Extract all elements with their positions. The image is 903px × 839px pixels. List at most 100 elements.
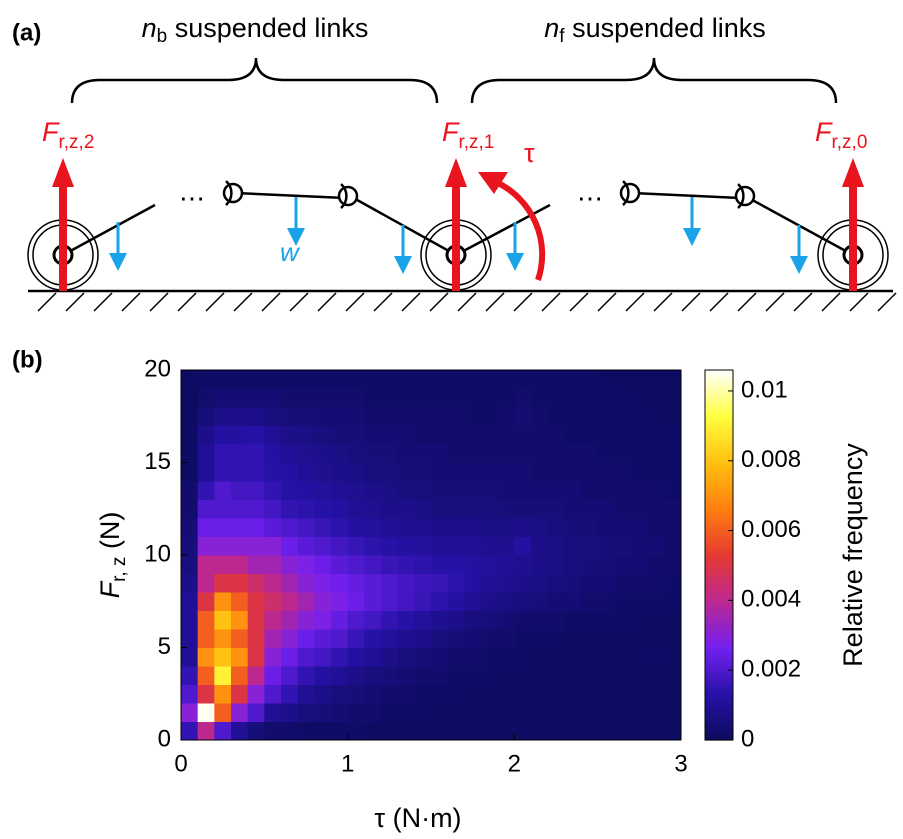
heatmap-cell [181,370,199,389]
heatmap-cell [281,684,299,704]
heatmap-cell [247,610,265,630]
heatmap-cell [481,721,499,741]
heatmap-cell [314,647,332,667]
heatmap-cell [614,703,632,722]
heatmap-cell [481,388,499,408]
hatch-line [177,292,197,312]
heatmap-cell [547,721,565,741]
heatmap-cell [431,481,449,500]
heatmap-cell [297,444,315,463]
heatmap-cell [614,684,632,704]
heatmap-cell [397,703,415,722]
heatmap-cell [231,481,249,500]
colorbar-step [705,465,733,470]
heatmap-cell [247,555,265,574]
heatmap-cell [297,684,315,704]
colorbar-step [705,521,733,525]
heatmap-cell [564,536,582,556]
heatmap-cell [381,425,399,445]
heatmap-cell [664,666,682,685]
heatmap-cell [414,536,432,556]
heatmap-cell [581,592,599,611]
colorbar-step [705,496,733,501]
heatmap-cell [547,370,565,389]
heatmap-cell [664,425,682,445]
y-tick-label: 15 [144,448,171,475]
heatmap-cell [597,610,615,630]
heatmap-cell [331,555,349,574]
heatmap-cell [531,536,549,556]
heatmap-cell [381,703,399,722]
heatmap-cell [464,370,482,389]
heatmap-cell [631,610,649,630]
heatmap-cell [497,647,515,667]
hatch-line [513,292,533,312]
heatmap-cell [514,666,532,685]
group-label: nf suspended links [544,13,765,47]
heatmap-cell [597,666,615,685]
heatmap-cell [431,592,449,611]
colorbar-step [705,536,733,541]
heatmap-cell [281,444,299,463]
heatmap-cell [514,518,532,537]
heatmap-cell [197,425,215,445]
heatmap-cell [614,518,632,537]
heatmap-cell [214,499,232,519]
heatmap-cell [447,499,465,519]
heatmap-cell [431,573,449,593]
heatmap-cell [431,462,449,482]
heatmap-cell [314,629,332,648]
heatmap-cell [364,425,382,445]
heatmap-cell [664,499,682,519]
heatmap-cell [231,592,249,611]
heatmap-cell [564,647,582,667]
heatmap-cell [447,425,465,445]
heatmap-cell [531,425,549,445]
colorbar-step [705,703,733,707]
heatmap-cell [214,721,232,741]
hatch-line [877,292,897,312]
heatmap-cell [364,499,382,519]
colorbar-step [705,669,733,673]
heatmap-cell [547,481,565,500]
heatmap-cell [481,573,499,593]
heatmap-cell [397,407,415,426]
heatmap-cell [397,462,415,482]
colorbar-step [705,419,733,424]
colorbar-frame [704,369,734,741]
heatmap-cell [331,721,349,741]
heatmap-cell [614,555,632,574]
heatmap-cell [231,370,249,389]
heatmap-cell [497,629,515,648]
colorbar-step [705,410,733,414]
colorbar-step [705,724,733,729]
heatmap-cell [214,425,232,445]
x-axis-label: τ (N·m) [374,803,461,833]
heatmap-cell [581,610,599,630]
colorbar-step [705,437,733,442]
heatmap-cell [197,370,215,389]
heatmap-cell [247,462,265,482]
heatmap-cell [347,721,365,741]
heatmap-cell [664,721,682,741]
heatmap-cell [647,536,665,556]
heatmap-cell [431,703,449,722]
heatmap-cell [297,647,315,667]
heatmap-cell [397,536,415,556]
heatmap-cell [314,425,332,445]
heatmap-cell [581,499,599,519]
heatmap-cell [314,370,332,389]
heatmap-cell [447,610,465,630]
heatmap-cell [431,536,449,556]
heatmap-cell [331,499,349,519]
colorbar-tick-label: 0.01 [741,376,788,403]
heatmap-cell [414,629,432,648]
heatmap-cell [614,647,632,667]
hatch-line [625,292,645,312]
colorbar-step [705,511,733,516]
heatmap-cell [614,629,632,648]
heatmap-cell [631,684,649,704]
colorbar-step [705,440,733,445]
colorbar-step [705,579,733,584]
